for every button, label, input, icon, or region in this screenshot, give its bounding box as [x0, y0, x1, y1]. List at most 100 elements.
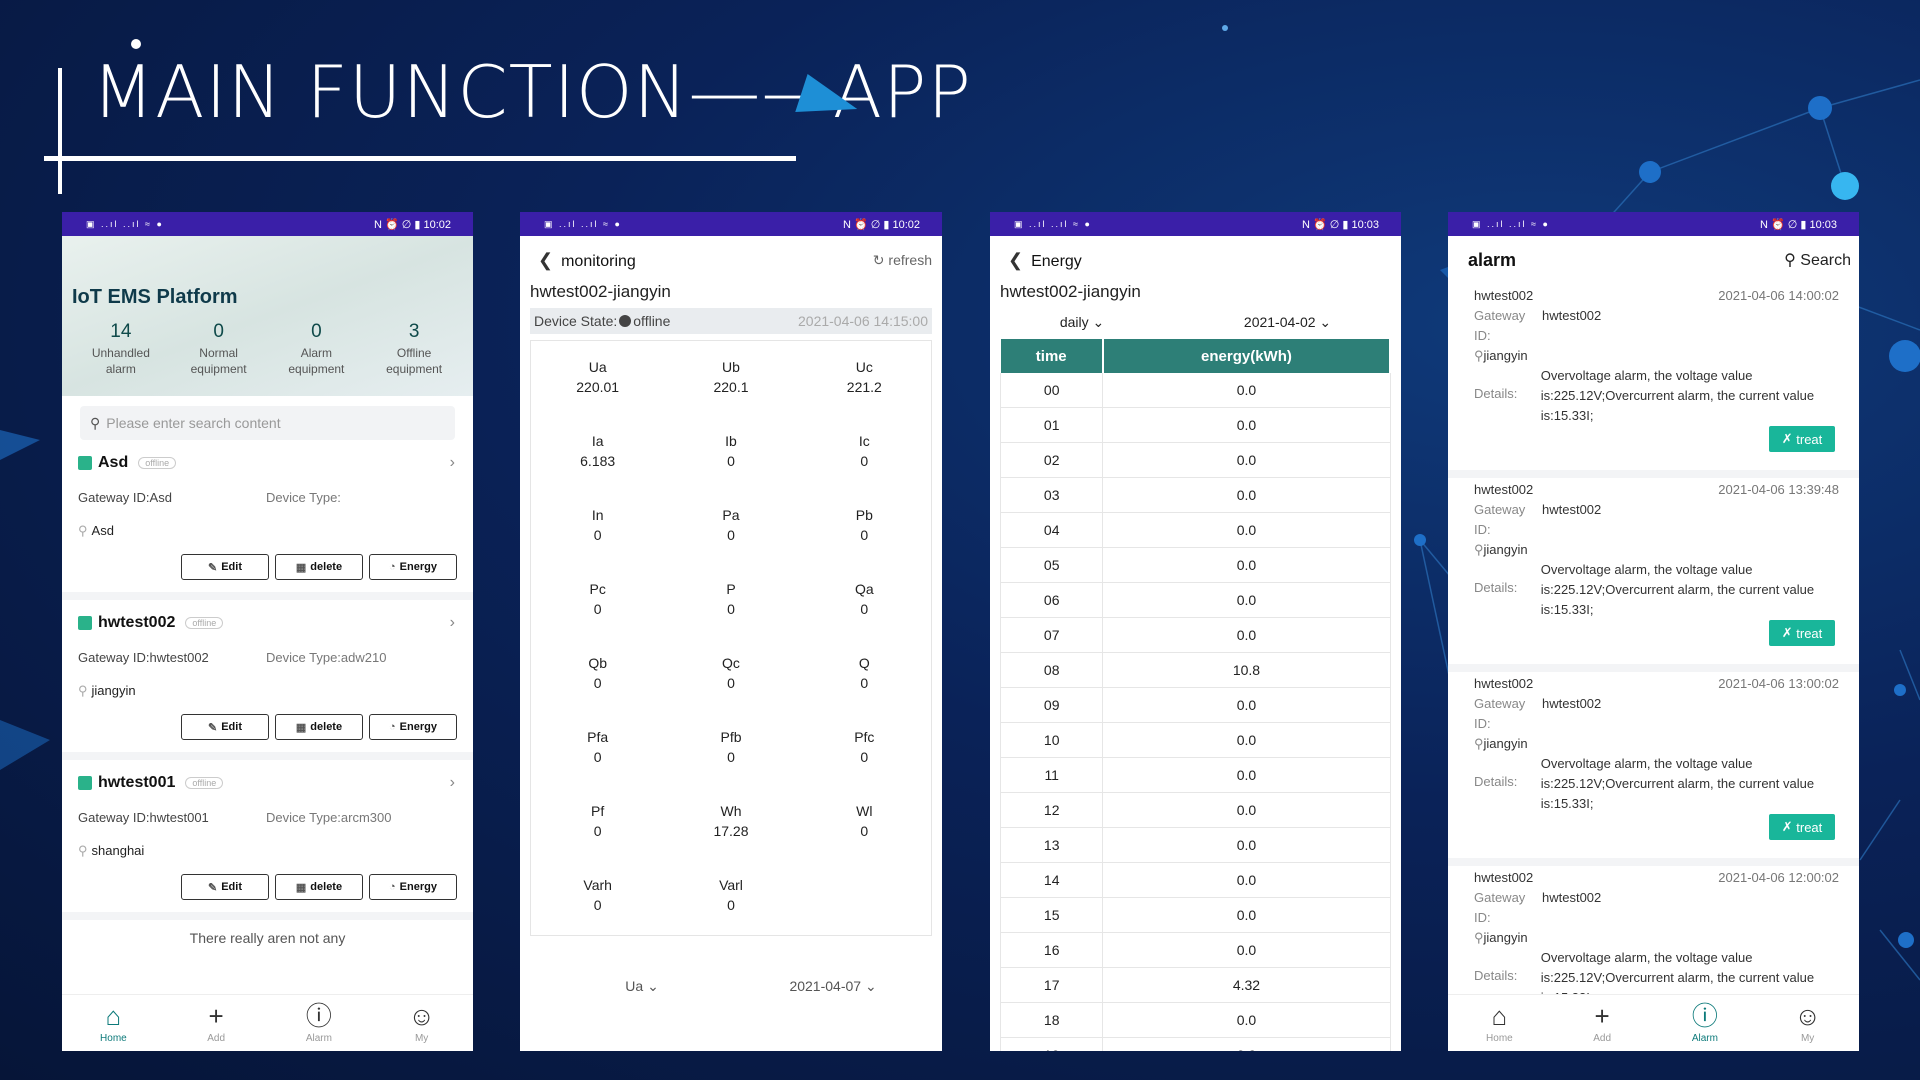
search-input[interactable]: ⚲ Please enter search content [80, 406, 455, 440]
parameter-value: 0 [727, 675, 735, 691]
status-bar-left: ▣ ..ıl ..ıl ≈ ● [1472, 218, 1550, 229]
alarm-time: 2021-04-06 13:00:02 [1718, 676, 1839, 691]
edit-button[interactable]: ✎ Edit [181, 554, 269, 580]
alarm-item[interactable]: hwtest002 2021-04-06 13:00:02 Gateway ID: h… [1448, 672, 1859, 866]
table-row: 11 0.0 [999, 757, 1391, 793]
parameter-name: Wh [720, 803, 742, 819]
energy-button[interactable]: ◔ Energy [369, 874, 457, 900]
time-cell: 19 [999, 1037, 1104, 1051]
treat-button[interactable]: ✗ treat [1769, 620, 1835, 646]
device-card[interactable]: hwtest002 offline › Gateway ID:hwtest002… [62, 600, 473, 760]
tab-add[interactable]: + Add [165, 995, 268, 1051]
table-row: 00 0.0 [999, 373, 1391, 408]
stat-unhandled-alarm[interactable]: 14 Unhandled alarm [72, 321, 170, 377]
stat-normal-equipment[interactable]: 0 Normal equipment [170, 321, 268, 377]
alarm-item[interactable]: hwtest002 2021-04-06 13:39:48 Gateway ID: h… [1448, 478, 1859, 672]
chevron-right-icon[interactable]: › [449, 614, 455, 631]
search-placeholder: Please enter search content [106, 415, 281, 431]
stat-value: 3 [408, 321, 420, 342]
parameter-value: 0 [860, 527, 869, 543]
title-vertical-bar [58, 68, 62, 194]
parameter-name: Q [858, 655, 870, 671]
alarm-item[interactable]: hwtest002 2021-04-06 14:00:02 Gateway ID: h… [1448, 284, 1859, 478]
energy-label: Energy [399, 721, 437, 733]
parameter-value: 0 [593, 823, 602, 839]
parameter-cell: Ua 220.01 [531, 351, 664, 425]
date-select[interactable]: 2021-04-02 ⌄ [1244, 314, 1331, 331]
search-label: Search [1800, 252, 1851, 269]
alarm-time: 2021-04-06 12:00:02 [1718, 870, 1839, 885]
delete-button[interactable]: ▦ delete [275, 714, 363, 740]
energy-button[interactable]: ◔ Energy [369, 554, 457, 580]
parameter-cell: Qc 0 [664, 647, 797, 721]
table-row: 02 0.0 [999, 442, 1391, 478]
time-cell: 00 [999, 373, 1104, 408]
parameter-cell: Qb 0 [531, 647, 664, 721]
table-row: 08 10.8 [999, 652, 1391, 688]
search-button[interactable]: ⚲ Search [1784, 250, 1851, 270]
tab-home[interactable]: ⌂ Home [62, 995, 165, 1051]
parameter-name: Ib [725, 433, 737, 449]
param-select[interactable]: Ua ⌄ [585, 978, 659, 995]
tab-label: Alarm [305, 1033, 332, 1044]
parameter-cell: Pfa 0 [531, 721, 664, 795]
parameter-value: 0 [727, 453, 735, 469]
chevron-right-icon[interactable]: › [449, 454, 455, 471]
energy-cell: 0.0 [1102, 722, 1391, 758]
period-select[interactable]: daily ⌄ [1060, 314, 1104, 331]
treat-button[interactable]: ✗ treat [1769, 426, 1835, 452]
alarm-item[interactable]: hwtest002 2021-04-06 12:00:02 Gateway ID: h… [1448, 866, 1859, 1051]
stat-alarm-equipment[interactable]: 0 Alarm equipment [268, 321, 366, 377]
pencil-icon: ✎ [208, 881, 218, 894]
parameter-cell: Ia 6.183 [531, 425, 664, 499]
energy-cell: 0.0 [1102, 897, 1391, 933]
parameter-cell: Varl 0 [664, 869, 797, 943]
delete-button[interactable]: ▦ delete [275, 874, 363, 900]
energy-button[interactable]: ◔ Energy [369, 714, 457, 740]
edit-label: Edit [221, 561, 242, 573]
time-cell: 10 [999, 722, 1104, 758]
back-arrow-icon[interactable]: ❮ [1008, 249, 1024, 270]
energy-cell: 10.8 [1102, 652, 1391, 688]
app-title: IoT EMS Platform [72, 286, 238, 308]
time-cell: 01 [999, 407, 1104, 443]
home-icon: ⌂ [1491, 1001, 1508, 1031]
refresh-button[interactable]: ↻ refresh [873, 252, 932, 269]
tab-alarm[interactable]: ⓘ Alarm [268, 995, 371, 1051]
tab-home[interactable]: ⌂ Home [1448, 995, 1551, 1051]
treat-button[interactable]: ✗ treat [1769, 814, 1835, 840]
table-row: 12 0.0 [999, 792, 1391, 828]
device-card[interactable]: Asd offline › Gateway ID:Asd Device Type:… [62, 440, 473, 600]
energy-icon: ◔ [389, 881, 396, 893]
back-arrow-icon[interactable]: ❮ [538, 249, 554, 270]
tab-my[interactable]: ☺ My [1756, 995, 1859, 1051]
status-bar-right: N ⏰ ∅ ▮ 10:03 [1301, 218, 1379, 231]
delete-button[interactable]: ▦ delete [275, 554, 363, 580]
stat-offline-equipment[interactable]: 3 Offline equipment [365, 321, 463, 377]
parameter-value: 220.1 [713, 379, 749, 395]
phone-energy: ▣ ..ıl ..ıl ≈ ● N ⏰ ∅ ▮ 10:03 ❮ Energy hw… [990, 212, 1401, 1051]
end-of-list-text: There really aren not any [189, 930, 346, 946]
device-type: Device Type:adw210 [266, 650, 387, 665]
parameter-name: Qc [722, 655, 740, 671]
parameter-name: Varh [583, 877, 612, 893]
tab-add[interactable]: + Add [1551, 995, 1654, 1051]
date-select[interactable]: 2021-04-07 ⌄ [789, 978, 876, 995]
edit-button[interactable]: ✎ Edit [181, 714, 269, 740]
location-pin-icon: ⚲ [1474, 736, 1484, 751]
parameter-name: Qa [854, 581, 874, 597]
parameter-grid: Ua 220.01 Ub 220.1 Uc 221.2 Ia 6.183 Ib 0 Ic 0 In 0 Pa… [530, 340, 932, 936]
chevron-right-icon[interactable]: › [449, 774, 455, 791]
tab-alarm[interactable]: ⓘ Alarm [1654, 995, 1757, 1051]
gateway-label: Gateway ID: [1474, 890, 1526, 925]
edit-button[interactable]: ✎ Edit [181, 874, 269, 900]
device-card[interactable]: hwtest001 offline › Gateway ID:hwtest001… [62, 760, 473, 920]
parameter-cell: In 0 [531, 499, 664, 573]
parameter-cell: Ub 220.1 [664, 351, 797, 425]
energy-cell: 4.32 [1102, 967, 1391, 1003]
gateway-id: Gateway ID:hwtest002 [78, 650, 209, 665]
tab-my[interactable]: ☺ My [370, 995, 473, 1051]
gateway-label: Gateway ID: [1474, 696, 1526, 731]
parameter-value: 0 [860, 749, 869, 765]
slide-title: MAIN FUNCTION——APP [92, 50, 972, 134]
